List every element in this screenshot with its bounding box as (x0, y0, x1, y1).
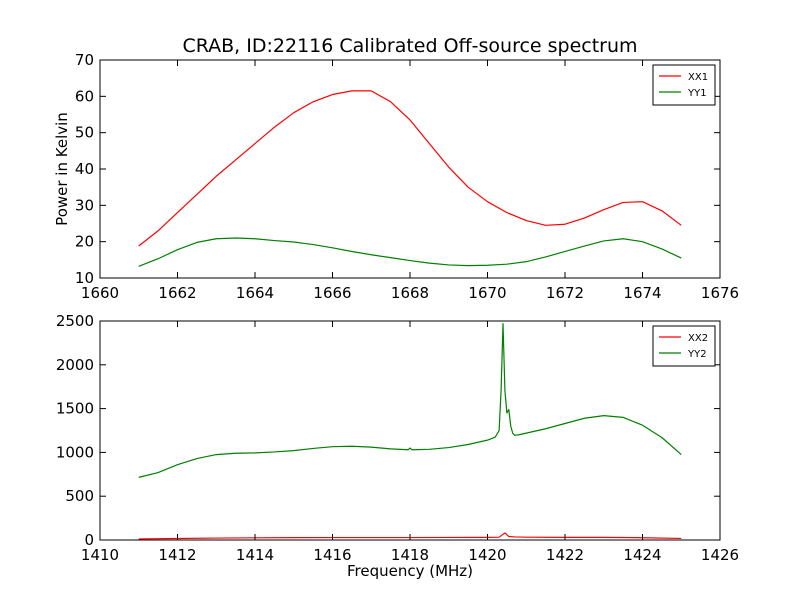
y-tick-label: 60 (75, 87, 94, 105)
x-tick-label: 1418 (391, 546, 429, 564)
series-line-yy2 (138, 323, 682, 478)
x-tick-label: 1414 (236, 546, 274, 564)
top-plot: 1660 1662 1664 1666 1668 1670 1672 1674 1676 10 20… (53, 51, 739, 302)
y-tick-label: 20 (75, 233, 94, 251)
y-axis-label: Power in Kelvin (53, 112, 71, 226)
x-tick-label: 1424 (623, 546, 661, 564)
legend-box (652, 64, 716, 106)
bottom-plot: 1410 1412 1414 1416 1418 1420 1422 1424 1426 0 500… (56, 312, 739, 580)
x-tick-label: 1664 (236, 284, 274, 302)
x-tick-label: 1670 (468, 284, 506, 302)
y-tick-label: 2500 (56, 312, 94, 330)
series-line-yy1 (138, 237, 682, 267)
x-tick-label: 1666 (313, 284, 351, 302)
x-tick-label: 1660 (81, 284, 119, 302)
x-tick-label: 1420 (468, 546, 506, 564)
legend-label-yy1: YY1 (687, 88, 707, 99)
y-tick-label: 1500 (56, 400, 94, 418)
x-tick-label: 1674 (623, 284, 661, 302)
y-tick-label: 10 (75, 269, 94, 287)
figure-title: CRAB, ID:22116 Calibrated Off-source spe… (182, 35, 637, 57)
x-tick-label: 1672 (546, 284, 584, 302)
x-tick-label: 1662 (158, 284, 196, 302)
legend-label-xx1: XX1 (688, 72, 708, 83)
x-tick-label: 1426 (701, 546, 739, 564)
y-tick-label: 500 (65, 487, 94, 505)
series-line-xx2 (138, 532, 682, 540)
x-tick-label: 1676 (701, 284, 739, 302)
series-line-xx1 (138, 90, 682, 247)
legend-label-xx2: XX2 (688, 333, 708, 344)
x-tick-label: 1668 (391, 284, 429, 302)
x-tick-label: 1416 (313, 546, 351, 564)
y-tick-label: 30 (75, 196, 94, 214)
y-tick-label: 2000 (56, 356, 94, 374)
x-tick-label: 1422 (546, 546, 584, 564)
legend-box (652, 325, 716, 367)
x-tick-label: 1412 (158, 546, 196, 564)
x-tick-label: 1410 (81, 546, 119, 564)
y-tick-label: 1000 (56, 443, 94, 461)
y-tick-label: 70 (75, 51, 94, 69)
legend-label-yy2: YY2 (687, 349, 707, 360)
x-axis-label: Frequency (MHz) (347, 562, 473, 580)
y-tick-label: 50 (75, 124, 94, 142)
y-tick-label: 0 (84, 531, 94, 549)
y-tick-label: 40 (75, 160, 94, 178)
